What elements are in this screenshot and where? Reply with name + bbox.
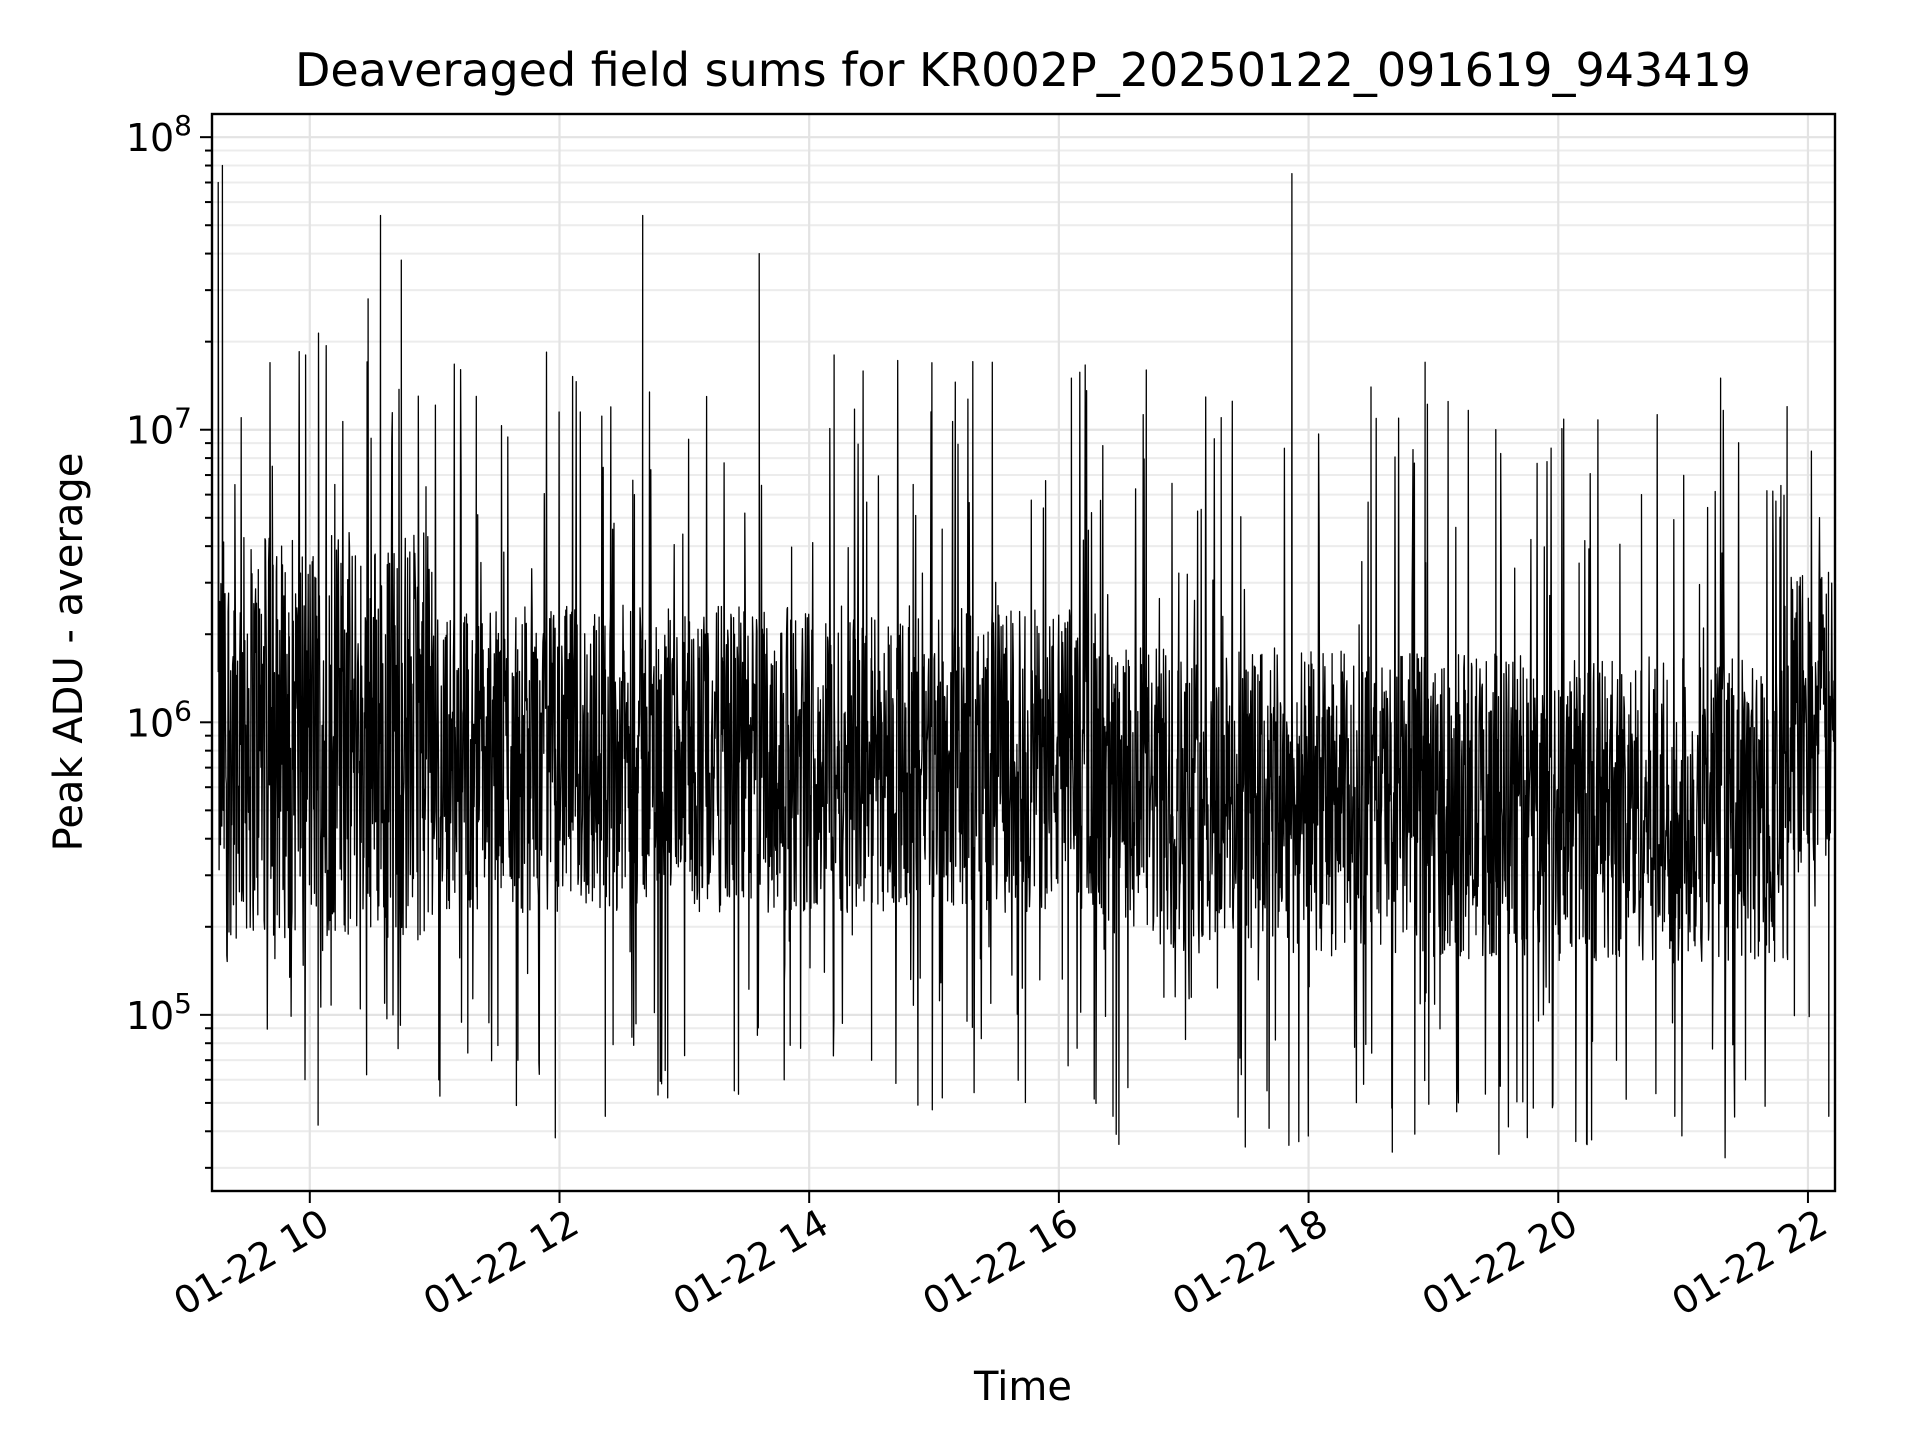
x-axis-label: Time xyxy=(973,1364,1072,1410)
y-tick-label: 107 xyxy=(126,402,192,453)
x-tick-label: 01-22 10 xyxy=(166,1201,336,1325)
plot-frame xyxy=(210,112,1837,1193)
series-line xyxy=(217,157,1836,1159)
y-axis-label: Peak ADU - average xyxy=(46,453,92,852)
chart-title: Deaveraged field sums for KR002P_2025012… xyxy=(295,43,1751,97)
x-tick-label: 01-22 22 xyxy=(1664,1201,1834,1325)
y-tick-label: 106 xyxy=(126,694,192,745)
x-tick-label: 01-22 14 xyxy=(666,1201,836,1325)
y-tick-label: 105 xyxy=(126,987,192,1038)
y-tick-label: 108 xyxy=(126,109,192,160)
x-tick-label: 01-22 12 xyxy=(416,1201,586,1325)
x-tick-label: 01-22 18 xyxy=(1165,1201,1335,1325)
x-tick-label: 01-22 16 xyxy=(915,1201,1085,1325)
x-tick-label: 01-22 20 xyxy=(1415,1201,1585,1325)
